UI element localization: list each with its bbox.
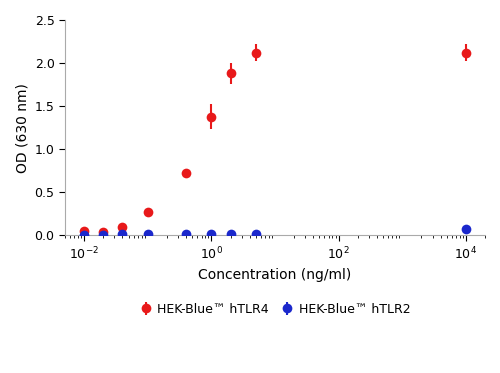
Y-axis label: OD (630 nm): OD (630 nm) — [15, 83, 29, 173]
Legend: HEK-Blue™ hTLR4, HEK-Blue™ hTLR2: HEK-Blue™ hTLR4, HEK-Blue™ hTLR2 — [134, 298, 416, 321]
X-axis label: Concentration (ng/ml): Concentration (ng/ml) — [198, 268, 352, 282]
